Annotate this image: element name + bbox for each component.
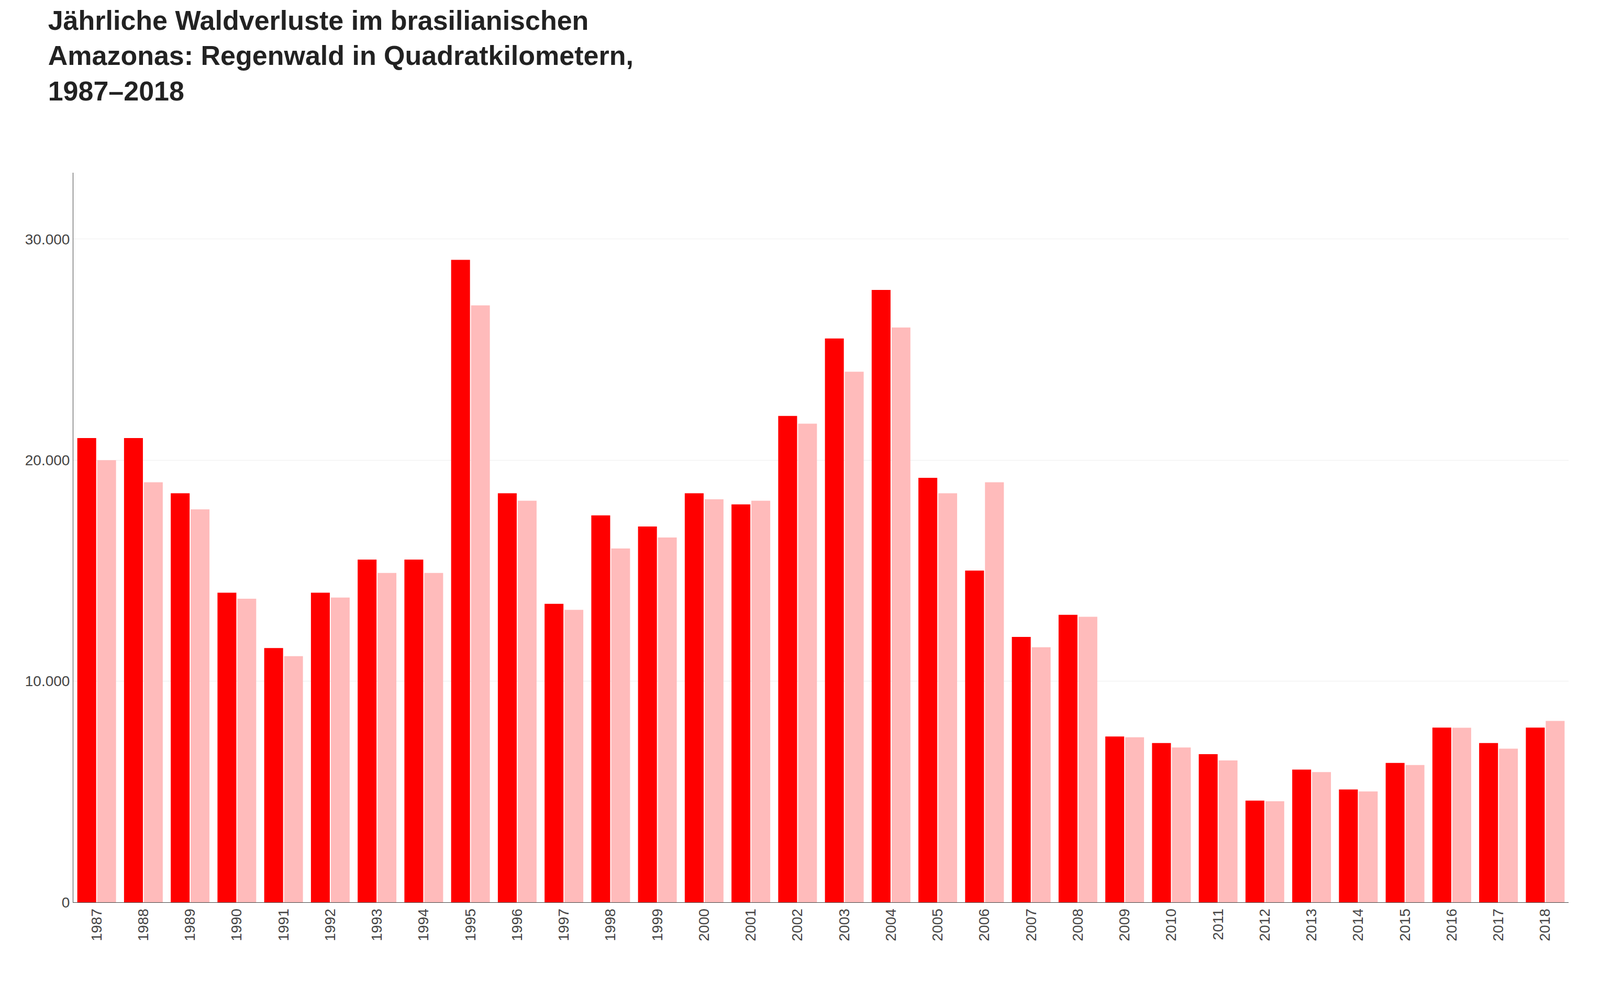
svg-text:1992: 1992 <box>321 908 339 942</box>
svg-text:0: 0 <box>61 894 71 911</box>
svg-text:1988: 1988 <box>135 908 152 942</box>
svg-text:30.000: 30.000 <box>25 231 71 248</box>
svg-text:2016: 2016 <box>1443 908 1460 942</box>
svg-text:2013: 2013 <box>1303 908 1320 942</box>
svg-text:2008: 2008 <box>1069 908 1086 942</box>
svg-text:2011: 2011 <box>1209 908 1227 941</box>
svg-text:2002: 2002 <box>789 908 806 942</box>
svg-text:20.000: 20.000 <box>25 452 71 469</box>
svg-text:1998: 1998 <box>602 908 619 942</box>
svg-text:1993: 1993 <box>368 908 385 942</box>
svg-text:2003: 2003 <box>836 908 853 942</box>
svg-text:2012: 2012 <box>1256 908 1273 942</box>
svg-text:1991: 1991 <box>275 908 292 942</box>
svg-text:2009: 2009 <box>1116 908 1133 942</box>
svg-text:2018: 2018 <box>1536 908 1553 942</box>
svg-text:Jährliche Waldverluste im bras: Jährliche Waldverluste im brasilianische… <box>48 5 634 107</box>
svg-text:1989: 1989 <box>181 908 198 942</box>
svg-text:1997: 1997 <box>555 908 572 942</box>
svg-text:1990: 1990 <box>228 908 245 942</box>
svg-text:1999: 1999 <box>649 908 666 942</box>
svg-text:2006: 2006 <box>975 908 993 942</box>
svg-text:2005: 2005 <box>929 908 946 942</box>
svg-text:1995: 1995 <box>462 908 479 942</box>
svg-text:2001: 2001 <box>742 908 759 942</box>
svg-text:2015: 2015 <box>1396 908 1414 942</box>
svg-text:1996: 1996 <box>508 908 526 942</box>
svg-text:2010: 2010 <box>1162 908 1180 942</box>
svg-text:1994: 1994 <box>415 908 432 942</box>
svg-text:2014: 2014 <box>1349 908 1366 942</box>
svg-text:2000: 2000 <box>695 908 713 942</box>
svg-text:1987: 1987 <box>88 908 105 942</box>
svg-text:2004: 2004 <box>882 908 899 942</box>
svg-text:10.000: 10.000 <box>25 673 71 690</box>
svg-text:2017: 2017 <box>1490 908 1507 942</box>
svg-text:2007: 2007 <box>1023 908 1040 942</box>
